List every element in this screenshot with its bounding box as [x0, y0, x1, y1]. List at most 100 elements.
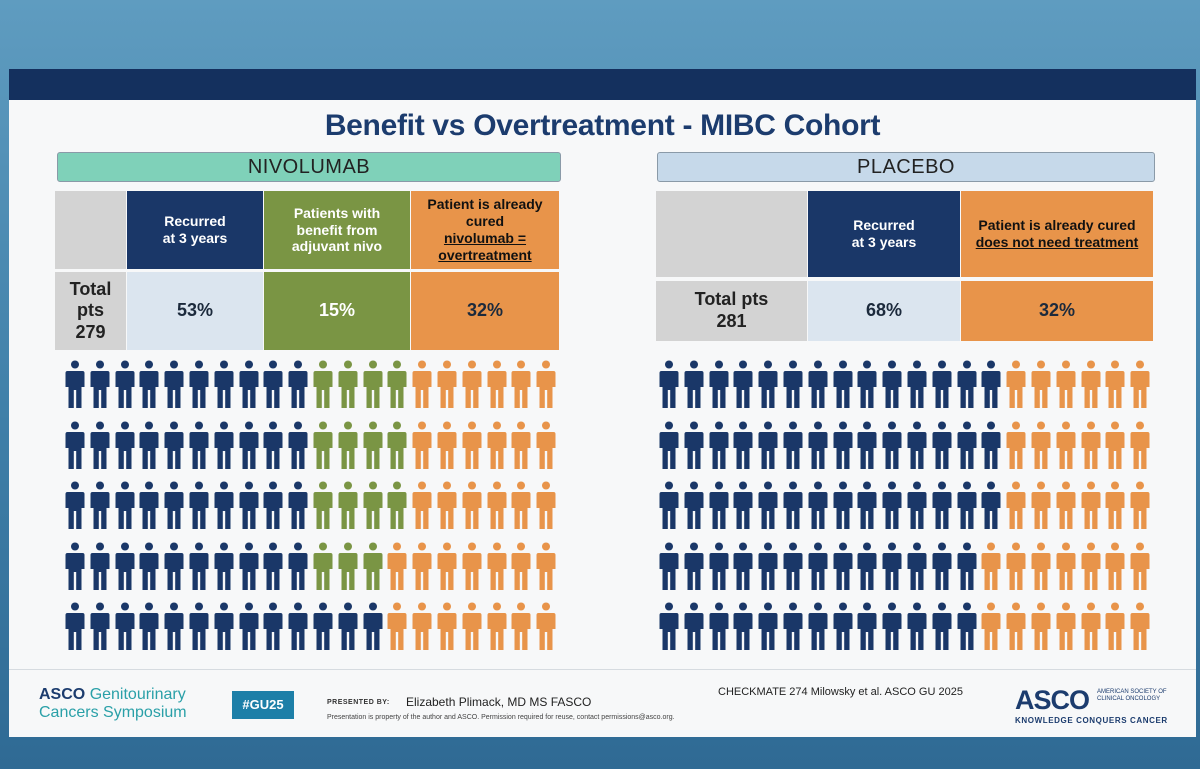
person-icon-recurred: [709, 481, 729, 529]
person-icon-cured: [487, 421, 507, 469]
person-icon-recurred: [857, 602, 877, 650]
person-icon-cured: [511, 360, 531, 408]
person-icon-recurred: [907, 421, 927, 469]
person-icon-recurred: [733, 542, 753, 590]
slide-title: Benefit vs Overtreatment - MIBC Cohort: [324, 109, 881, 142]
person-icon-benefit: [313, 542, 333, 590]
person-icon-cured: [1006, 360, 1026, 408]
person-icon-cured: [387, 602, 407, 650]
person-icon-cured: [1105, 602, 1125, 650]
person-icon-benefit: [313, 481, 333, 529]
person-icon-recurred: [808, 542, 828, 590]
person-icon-benefit: [363, 542, 383, 590]
person-icon-recurred: [957, 542, 977, 590]
person-icon-recurred: [907, 360, 927, 408]
person-icon-benefit: [313, 421, 333, 469]
placebo-cured-value: 32%: [961, 281, 1153, 341]
person-icon-recurred: [189, 542, 209, 590]
person-icon-cured: [437, 542, 457, 590]
person-icon-recurred: [659, 602, 679, 650]
person-icon-recurred: [882, 421, 902, 469]
person-icon-recurred: [164, 481, 184, 529]
person-icon-recurred: [709, 360, 729, 408]
person-icon-recurred: [115, 602, 135, 650]
person-icon-cured: [412, 481, 432, 529]
person-icon-cured: [1031, 481, 1051, 529]
person-icon-cured: [437, 602, 457, 650]
citation-text: CHECKMATE 274 Milowsky et al. ASCO GU 20…: [718, 686, 963, 698]
person-icon-recurred: [709, 602, 729, 650]
person-icon-benefit: [387, 421, 407, 469]
person-icon-recurred: [981, 421, 1001, 469]
person-icon-cured: [1031, 360, 1051, 408]
footer: [9, 669, 1196, 737]
person-icon-recurred: [139, 421, 159, 469]
person-icon-recurred: [833, 360, 853, 408]
person-icon-cured: [1006, 481, 1026, 529]
person-icon-recurred: [189, 421, 209, 469]
person-icon-recurred: [214, 481, 234, 529]
person-icon-recurred: [90, 360, 110, 408]
symposium-logo: ASCO Genitourinary Cancers Symposium: [39, 686, 187, 721]
person-icon-benefit: [338, 421, 358, 469]
person-icon-recurred: [882, 481, 902, 529]
person-icon-cured: [536, 421, 556, 469]
person-icon-cured: [1130, 360, 1150, 408]
disclaimer-text: Presentation is property of the author a…: [327, 714, 675, 721]
person-icon-recurred: [115, 542, 135, 590]
person-icon-cured: [1056, 481, 1076, 529]
person-icon-recurred: [115, 481, 135, 529]
person-icon-cured: [1130, 602, 1150, 650]
person-icon-recurred: [932, 602, 952, 650]
person-icon-recurred: [164, 542, 184, 590]
person-icon-recurred: [957, 602, 977, 650]
person-icon-recurred: [957, 421, 977, 469]
nivolumab-header: NIVOLUMAB: [57, 152, 561, 182]
person-icon-recurred: [833, 481, 853, 529]
person-icon-recurred: [833, 602, 853, 650]
person-icon-recurred: [907, 542, 927, 590]
presenter-name: Elizabeth Plimack, MD MS FASCO: [406, 695, 592, 709]
person-icon-cured: [437, 481, 457, 529]
person-icon-cured: [1130, 481, 1150, 529]
person-icon-cured: [487, 602, 507, 650]
person-icon-recurred: [709, 542, 729, 590]
person-icon-recurred: [758, 360, 778, 408]
person-icon-recurred: [139, 360, 159, 408]
person-icon-recurred: [783, 360, 803, 408]
person-icon-recurred: [783, 542, 803, 590]
nivolumab-cured-value: 32%: [411, 272, 559, 350]
person-icon-recurred: [758, 481, 778, 529]
person-icon-recurred: [981, 360, 1001, 408]
person-icon-recurred: [239, 602, 259, 650]
person-icon-cured: [511, 481, 531, 529]
person-icon-recurred: [907, 481, 927, 529]
person-icon-cured: [437, 421, 457, 469]
placebo-header: PLACEBO: [657, 152, 1155, 182]
placebo-pictogram: [659, 360, 1159, 660]
person-icon-cured: [1105, 421, 1125, 469]
person-icon-cured: [487, 360, 507, 408]
person-icon-benefit: [387, 481, 407, 529]
person-icon-recurred: [684, 421, 704, 469]
person-icon-cured: [1031, 602, 1051, 650]
person-icon-cured: [462, 481, 482, 529]
nivolumab-recurred-value: 53%: [127, 272, 263, 350]
hashtag-badge: #GU25: [232, 691, 294, 719]
person-icon-cured: [536, 542, 556, 590]
person-icon-cured: [536, 602, 556, 650]
asco-logo: ASCO: [1015, 685, 1090, 715]
placebo-recurred-value: 68%: [808, 281, 960, 341]
person-icon-cured: [412, 421, 432, 469]
person-icon-recurred: [65, 602, 85, 650]
person-icon-recurred: [659, 360, 679, 408]
person-icon-cured: [1056, 360, 1076, 408]
person-icon-recurred: [733, 421, 753, 469]
slide: Benefit vs Overtreatment - MIBC Cohort N…: [9, 69, 1196, 737]
person-icon-recurred: [288, 360, 308, 408]
person-icon-cured: [387, 542, 407, 590]
person-icon-cured: [412, 602, 432, 650]
person-icon-cured: [412, 360, 432, 408]
person-icon-cured: [1130, 542, 1150, 590]
person-icon-recurred: [164, 602, 184, 650]
